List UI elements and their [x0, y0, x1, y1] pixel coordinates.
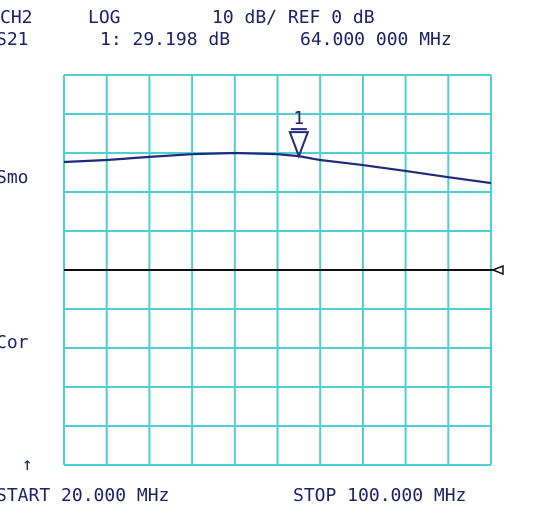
arrow-label: ↑	[22, 454, 33, 475]
format: LOG	[88, 7, 121, 28]
channel: CH2	[0, 7, 33, 28]
parameter: S21	[0, 29, 29, 50]
marker-readout: 1: 29.198 dB	[100, 29, 230, 50]
marker-label: 1	[293, 108, 304, 129]
marker-frequency: 64.000 000 MHz	[300, 29, 452, 50]
correction-label: Cor	[0, 332, 29, 353]
scale: 10 dB/ REF 0 dB	[212, 7, 375, 28]
reference-pointer	[490, 264, 504, 276]
smoothing-label: Smo	[0, 167, 29, 188]
stop-label: STOP 100.000 MHz	[293, 485, 466, 506]
marker	[288, 131, 310, 159]
trace	[63, 151, 492, 185]
start-label: START 20.000 MHz	[0, 485, 169, 506]
